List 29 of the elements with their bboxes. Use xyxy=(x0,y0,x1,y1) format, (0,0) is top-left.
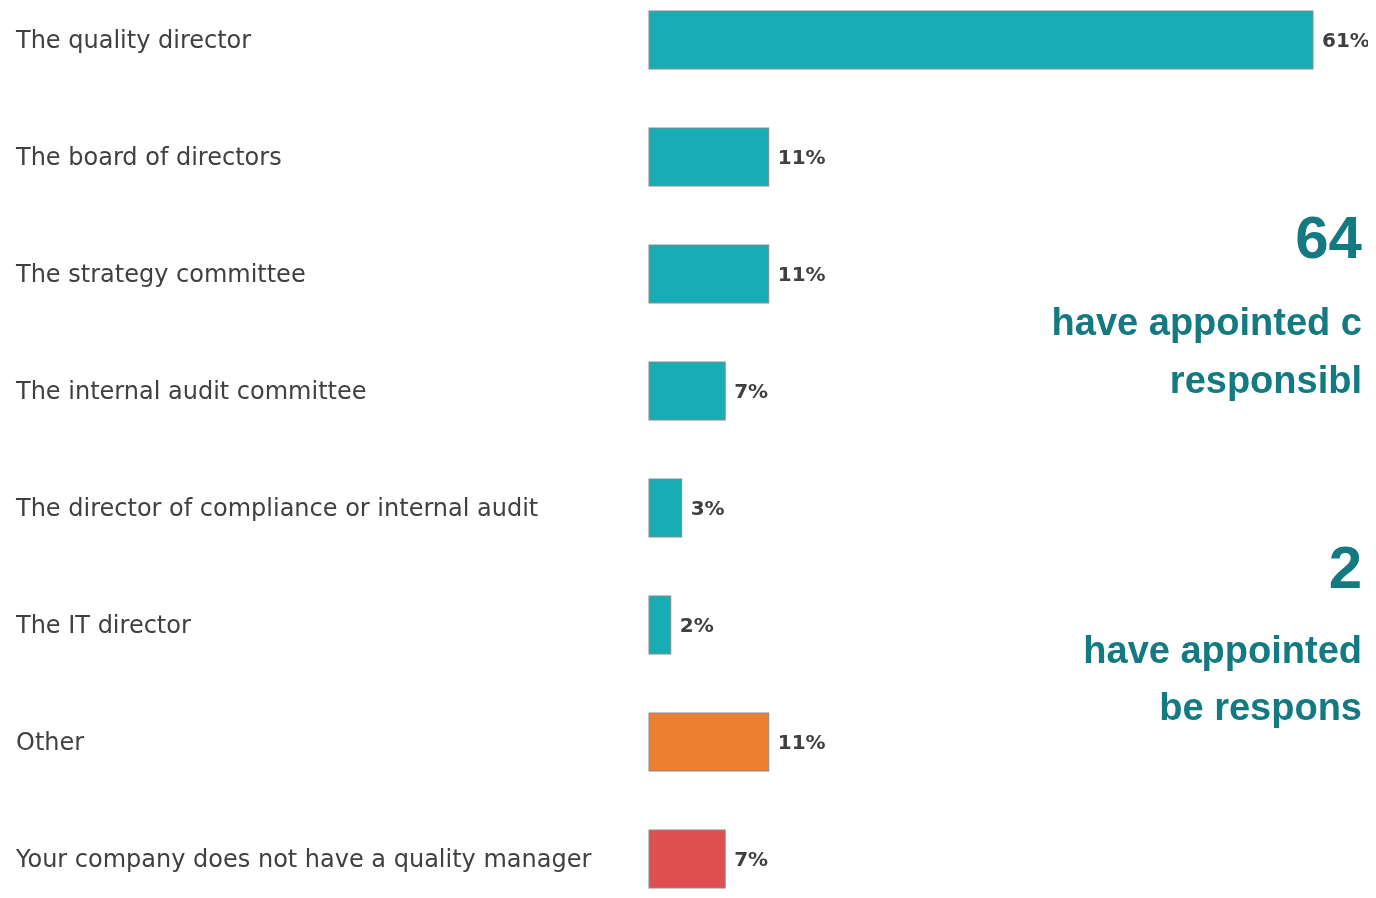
data-label: 11% xyxy=(777,145,826,169)
annotation: have appointed c xyxy=(1051,301,1362,343)
bar xyxy=(648,478,683,538)
data-label: 7% xyxy=(734,379,769,403)
y-tick-label: The board of directors xyxy=(15,143,282,172)
annotation: 64 xyxy=(1295,204,1363,271)
annotation: responsibl xyxy=(1169,359,1362,401)
data-label: 11% xyxy=(777,262,826,286)
y-tick-label: The director of compliance or internal audit xyxy=(15,494,539,523)
data-label: 11% xyxy=(777,730,826,754)
bar xyxy=(648,244,770,304)
bar xyxy=(648,712,770,772)
y-tick-label: The strategy committee xyxy=(15,260,306,289)
y-tick-label: Other xyxy=(16,728,85,757)
data-label: 2% xyxy=(679,613,714,637)
bar xyxy=(648,10,1314,70)
bar xyxy=(648,595,672,655)
data-label: 3% xyxy=(690,496,725,520)
y-tick-label: The internal audit committee xyxy=(15,377,367,406)
text: 2 xyxy=(1328,534,1362,601)
annotation: be respons xyxy=(1159,686,1362,728)
annotation: have appointed xyxy=(1083,629,1362,671)
y-tick-label: Your company does not have a quality manager xyxy=(15,845,592,874)
y-tick-label: The quality director xyxy=(15,26,252,55)
bar xyxy=(648,127,770,187)
data-label: 7% xyxy=(734,847,769,871)
y-tick-label: The IT director xyxy=(15,611,191,640)
bar xyxy=(648,361,726,421)
bar xyxy=(648,829,726,889)
